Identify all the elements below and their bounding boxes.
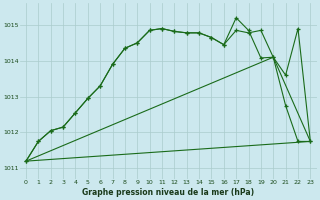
X-axis label: Graphe pression niveau de la mer (hPa): Graphe pression niveau de la mer (hPa) xyxy=(82,188,254,197)
